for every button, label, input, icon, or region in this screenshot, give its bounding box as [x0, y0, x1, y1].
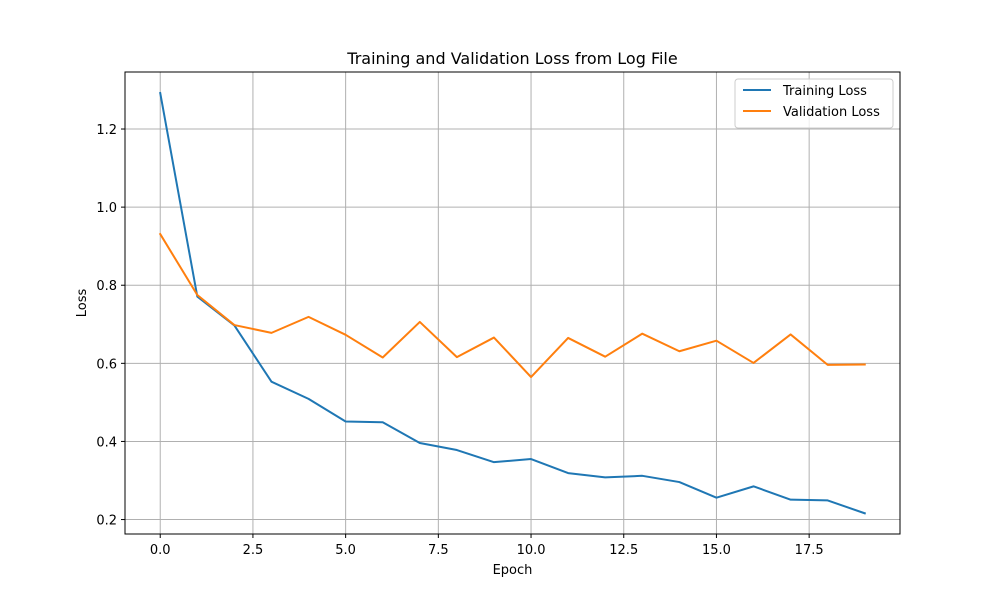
x-tick-label: 17.5 [795, 543, 824, 558]
x-tick-label: 2.5 [243, 543, 264, 558]
x-tick-label: 10.0 [517, 543, 546, 558]
y-tick-label: 0.6 [96, 357, 117, 372]
legend-box [734, 78, 894, 129]
y-tick-label: 0.2 [96, 514, 117, 529]
x-tick-label: 15.0 [702, 543, 731, 558]
chart-title: Training and Validation Loss from Log Fi… [346, 49, 677, 68]
x-tick-label: 12.5 [609, 543, 638, 558]
y-tick-label: 0.8 [96, 279, 117, 294]
x-tick-label: 0.0 [150, 543, 171, 558]
x-tick-label: 7.5 [428, 543, 449, 558]
axis-ticks: 0.0 2.5 5.0 7.5 10.0 12.5 15.0 17.5 0.2 0.4 0.6 0.8… [96, 123, 823, 558]
legend-label-training-loss: Training Loss [782, 84, 867, 99]
series-line-validation-loss [158, 232, 866, 379]
legend-label-validation-loss: Validation Loss [783, 105, 880, 120]
series-line-training-loss [159, 91, 867, 515]
series-lines [158, 91, 867, 515]
x-axis-label: Epoch [493, 563, 533, 578]
y-tick-label: 1.0 [96, 201, 117, 216]
grid-lines [125, 72, 900, 534]
y-tick-label: 1.2 [96, 123, 117, 138]
legend: Training Loss Validation Loss [734, 78, 894, 129]
y-tick-label: 0.4 [96, 435, 117, 450]
x-tick-label: 5.0 [335, 543, 356, 558]
plot-area-frame [124, 71, 901, 535]
y-axis-label: Loss [75, 289, 90, 318]
